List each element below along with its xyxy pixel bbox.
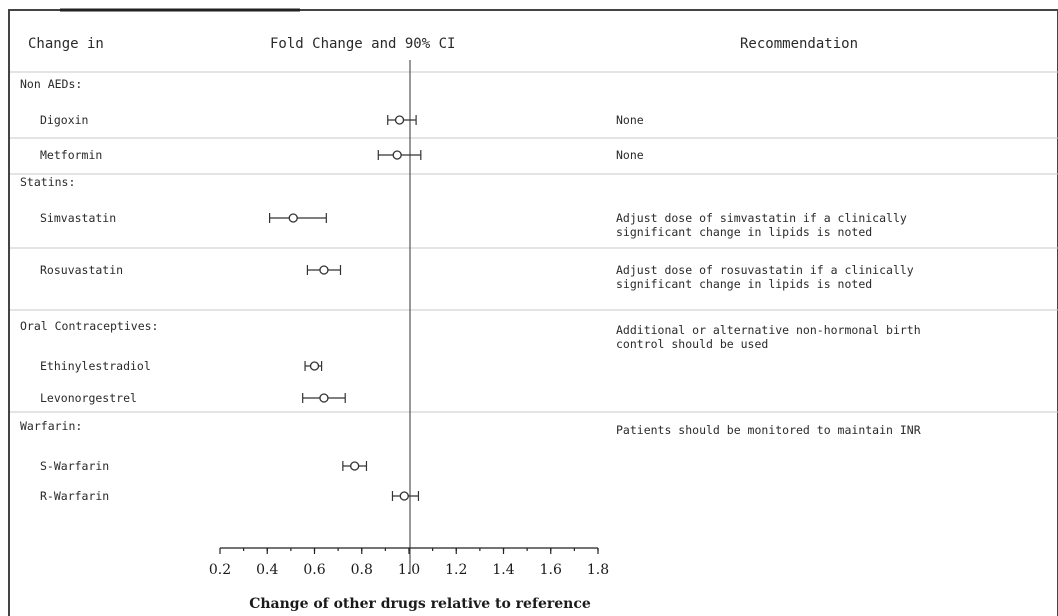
row-label: S-Warfarin [40, 459, 109, 473]
header-change-in: Change in [28, 36, 104, 52]
row-recommendation: significant change in lipids is noted [616, 225, 872, 239]
group-label: Warfarin: [20, 419, 82, 433]
header-recommendation: Recommendation [740, 36, 858, 52]
row-recommendation: Adjust dose of simvastatin if a clinical… [616, 211, 907, 225]
row-label: R-Warfarin [40, 489, 109, 503]
x-tick-label: 1.6 [540, 562, 562, 578]
point-estimate [319, 265, 329, 275]
point-estimate [288, 213, 298, 223]
group-recommendation: Additional or alternative non-hormonal b… [616, 323, 921, 337]
marks-layer [269, 115, 422, 501]
x-tick-label: 1.8 [587, 562, 609, 578]
row-recommendation: significant change in lipids is noted [616, 277, 872, 291]
group-label: Non AEDs: [20, 77, 82, 91]
x-axis-label: Change of other drugs relative to refere… [249, 596, 591, 612]
figure-frame [8, 9, 1058, 616]
x-tick-label: 0.2 [209, 562, 231, 578]
row-label: Simvastatin [40, 211, 116, 225]
row-label: Levonorgestrel [40, 391, 137, 405]
x-tick-label: 1.2 [445, 562, 467, 578]
row-label: Digoxin [40, 113, 88, 127]
point-estimate [309, 361, 320, 371]
point-estimate [319, 393, 329, 403]
rows-layer: Non AEDs: Digoxin None Metformin None Statins… [10, 77, 1058, 503]
group-label: Statins: [20, 175, 75, 189]
x-axis: 0.2 0.4 0.6 0.8 1.0 1.2 1.4 1.6 1.8 [209, 547, 609, 578]
point-estimate [394, 115, 405, 125]
x-tick-label: 0.4 [256, 562, 278, 578]
row-label: Metformin [40, 148, 102, 162]
x-tick-label: 0.6 [303, 562, 325, 578]
point-estimate [399, 491, 409, 501]
header-fold-change: Fold Change and 90% CI [270, 36, 455, 52]
row-label: Ethinylestradiol [40, 359, 151, 373]
row-label: Rosuvastatin [40, 263, 123, 277]
point-estimate [350, 461, 360, 471]
x-tick-label: 1.0 [398, 562, 420, 578]
group-recommendation: Patients should be monitored to maintain… [616, 423, 921, 437]
row-recommendation: None [616, 113, 644, 127]
x-tick-label: 1.4 [492, 562, 514, 578]
group-recommendation: control should be used [616, 337, 768, 351]
row-recommendation: Adjust dose of rosuvastatin if a clinica… [616, 263, 914, 277]
point-estimate [392, 150, 402, 160]
x-tick-label: 0.8 [351, 562, 373, 578]
group-label: Oral Contraceptives: [20, 319, 158, 333]
row-recommendation: None [616, 148, 644, 162]
